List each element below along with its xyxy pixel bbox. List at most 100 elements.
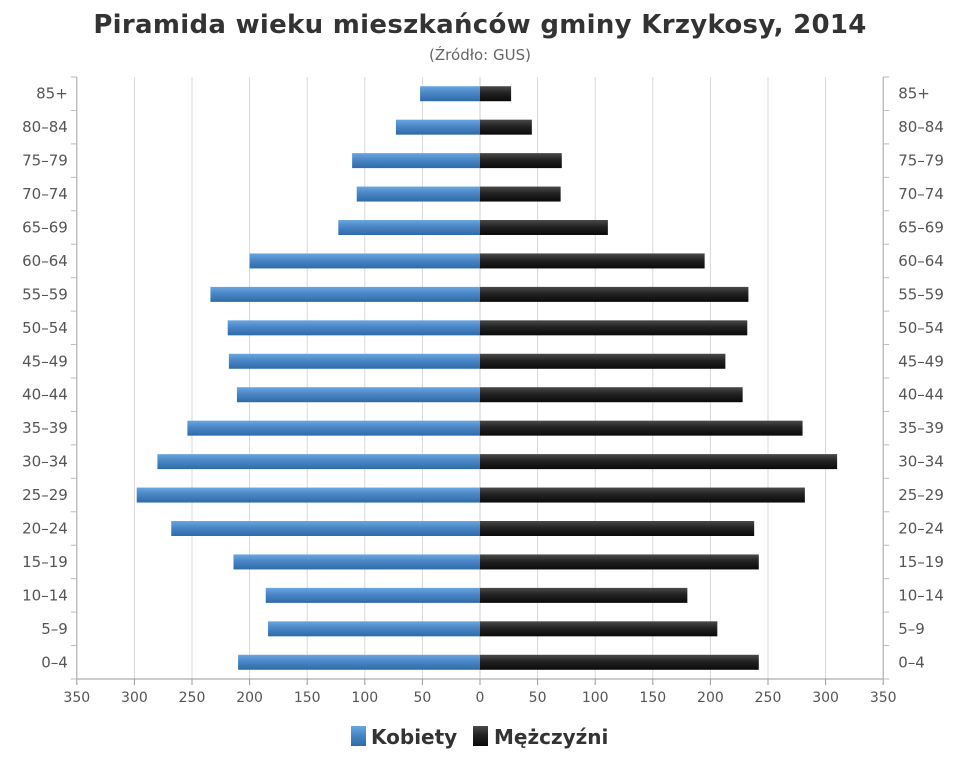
bar-kobiety xyxy=(187,420,480,436)
y-tick-label-left: 35–39 xyxy=(22,419,68,437)
bar-kobiety xyxy=(356,186,480,202)
y-axis-labels-left: 85+ 80–84 75–79 70–74 65–69 60–64 55–59 50–54 45… xyxy=(22,85,68,672)
y-tick-label-left: 65–69 xyxy=(22,219,68,237)
y-tick-label-left: 45–49 xyxy=(22,352,68,370)
y-tick-label-right: 70–74 xyxy=(898,185,944,203)
y-tick-label-right: 5–9 xyxy=(898,620,925,638)
x-tick-label: 200 xyxy=(697,690,724,706)
y-tick-label-left: 60–64 xyxy=(22,252,68,270)
y-tick-label-left: 25–29 xyxy=(22,486,68,504)
chart-subtitle: (Źródło: GUS) xyxy=(429,45,531,64)
y-tick-label-right: 35–39 xyxy=(898,419,944,437)
x-tick-label: 0 xyxy=(476,690,485,706)
y-tick-label-right: 45–49 xyxy=(898,352,944,370)
bars xyxy=(136,86,838,670)
bar-kobiety xyxy=(249,253,480,269)
bar-kobiety xyxy=(233,554,480,570)
y-tick-label-left: 50–54 xyxy=(22,319,68,337)
x-axis-labels: 350 300 250 200 150 100 50 0 50 100 150 200 250 300 35… xyxy=(63,690,896,706)
bar-kobiety xyxy=(420,86,480,102)
y-tick-label-right: 0–4 xyxy=(898,653,925,671)
x-tick-label: 150 xyxy=(294,690,321,706)
bar-kobiety xyxy=(228,353,480,369)
grid-lines xyxy=(76,77,884,679)
legend-label-kobiety[interactable]: Kobiety xyxy=(371,725,457,749)
bar-mezczyzni xyxy=(480,253,705,269)
y-tick-label-right: 60–64 xyxy=(898,252,944,270)
y-tick-label-left: 10–14 xyxy=(22,586,68,604)
y-tick-label-right: 20–24 xyxy=(898,520,944,538)
y-axis-labels-right: 85+ 80–84 75–79 70–74 65–69 60–64 55–59 50–54 45… xyxy=(898,85,944,672)
x-tick-label: 200 xyxy=(236,690,263,706)
bar-mezczyzni xyxy=(480,86,512,102)
chart-title: Piramida wieku mieszkańców gminy Krzykos… xyxy=(93,10,866,40)
legend-label-mezczyzni[interactable]: Mężczyźni xyxy=(494,725,608,749)
y-tick-label-left: 30–34 xyxy=(22,453,68,471)
y-tick-label-left: 80–84 xyxy=(22,118,68,136)
x-tick-label: 250 xyxy=(179,690,206,706)
y-tick-label-right: 30–34 xyxy=(898,453,944,471)
bar-kobiety xyxy=(227,320,480,336)
bar-mezczyzni xyxy=(480,554,759,570)
bar-kobiety xyxy=(395,119,480,135)
legend-swatch-kobiety[interactable] xyxy=(351,726,366,746)
x-tick-label: 50 xyxy=(529,690,547,706)
bar-kobiety xyxy=(210,286,480,302)
bar-mezczyzni xyxy=(480,521,755,536)
bar-kobiety xyxy=(238,654,480,670)
bar-kobiety xyxy=(265,587,480,603)
x-tick-label: 250 xyxy=(755,690,782,706)
y-tick-label-left: 55–59 xyxy=(22,285,68,303)
y-tick-label-right: 10–14 xyxy=(898,586,944,604)
y-tick-label-right: 80–84 xyxy=(898,118,944,136)
y-tick-label-right: 25–29 xyxy=(898,486,944,504)
y-tick-label-left: 20–24 xyxy=(22,520,68,538)
x-tick-label: 300 xyxy=(812,690,839,706)
bar-kobiety xyxy=(236,387,480,403)
bar-mezczyzni xyxy=(480,220,608,235)
y-tick-label-right: 15–19 xyxy=(898,553,944,571)
x-tick-label: 50 xyxy=(413,690,431,706)
bar-mezczyzni xyxy=(480,387,743,403)
axes xyxy=(70,76,890,685)
legend-swatch-mezczyzni[interactable] xyxy=(473,726,488,746)
y-tick-label-left: 40–44 xyxy=(22,386,68,404)
bar-mezczyzni xyxy=(480,587,688,603)
bar-kobiety xyxy=(136,487,481,503)
y-tick-label-right: 55–59 xyxy=(898,285,944,303)
y-tick-label-left: 75–79 xyxy=(22,152,68,170)
y-tick-label-right: 75–79 xyxy=(898,152,944,170)
bar-mezczyzni xyxy=(480,487,805,503)
x-tick-label: 350 xyxy=(870,690,897,706)
y-tick-label-right: 40–44 xyxy=(898,386,944,404)
y-tick-label-left: 15–19 xyxy=(22,553,68,571)
bar-kobiety xyxy=(352,153,480,169)
y-tick-label-left: 5–9 xyxy=(41,620,68,638)
bar-mezczyzni xyxy=(480,286,749,302)
y-tick-label-left: 70–74 xyxy=(22,185,68,203)
bar-kobiety xyxy=(268,621,480,637)
y-tick-label-left: 85+ xyxy=(36,85,68,103)
bar-mezczyzni xyxy=(480,119,532,135)
bar-kobiety xyxy=(157,454,480,470)
bar-kobiety xyxy=(171,521,480,536)
x-tick-label: 150 xyxy=(639,690,666,706)
bar-kobiety xyxy=(338,220,480,235)
bar-mezczyzni xyxy=(480,420,803,436)
x-tick-label: 100 xyxy=(351,690,378,706)
x-tick-label: 100 xyxy=(582,690,609,706)
bar-mezczyzni xyxy=(480,454,838,470)
bar-mezczyzni xyxy=(480,320,748,336)
y-tick-label-left: 0–4 xyxy=(41,653,68,671)
y-tick-label-right: 65–69 xyxy=(898,219,944,237)
y-tick-label-right: 85+ xyxy=(898,85,930,103)
bar-mezczyzni xyxy=(480,654,759,670)
bar-mezczyzni xyxy=(480,353,726,369)
y-tick-label-right: 50–54 xyxy=(898,319,944,337)
bar-mezczyzni xyxy=(480,621,718,637)
x-tick-label: 350 xyxy=(63,690,90,706)
x-tick-label: 300 xyxy=(121,690,148,706)
bar-mezczyzni xyxy=(480,186,561,202)
bar-mezczyzni xyxy=(480,153,562,169)
